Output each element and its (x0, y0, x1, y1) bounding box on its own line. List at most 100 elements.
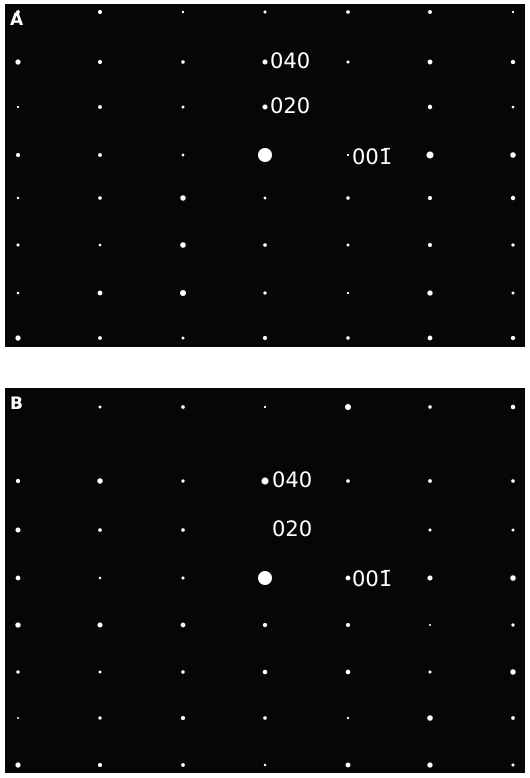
panel-label: B (10, 394, 23, 414)
spot (98, 716, 101, 719)
spot (346, 763, 351, 768)
spot (512, 11, 514, 13)
spot-index: 040 (270, 49, 310, 73)
spot (97, 478, 102, 483)
spot (258, 571, 272, 585)
spot (263, 623, 267, 627)
spot (17, 292, 20, 295)
spot (98, 528, 102, 532)
spot (263, 716, 267, 720)
spot (181, 479, 184, 482)
spot (180, 195, 185, 200)
panel-a (5, 4, 525, 347)
spot (262, 478, 269, 485)
spot (98, 336, 102, 340)
spot-index: 020 (272, 517, 312, 541)
spot (427, 715, 433, 721)
spot-index: 040 (272, 468, 312, 492)
spot (512, 106, 515, 109)
spot (182, 11, 184, 13)
spot (264, 764, 266, 766)
spot (263, 336, 267, 340)
spot (264, 406, 266, 408)
spot-index: 001̄ (352, 567, 392, 591)
spot (264, 197, 267, 200)
spot (182, 577, 185, 580)
spot (98, 153, 102, 157)
spot (17, 197, 19, 199)
spot (99, 577, 101, 579)
spot (511, 623, 514, 626)
spot (16, 576, 21, 581)
spot (347, 244, 350, 247)
spot (345, 404, 351, 410)
spot (347, 154, 349, 156)
spot-index: 020 (270, 94, 310, 118)
spot (17, 717, 19, 719)
spot (510, 575, 515, 580)
spot (346, 196, 350, 200)
spot (99, 406, 102, 409)
spot (263, 243, 267, 247)
spot (510, 152, 515, 157)
spot (427, 290, 432, 295)
spot (258, 148, 272, 162)
spot (346, 60, 349, 63)
spot (428, 336, 433, 341)
spot (99, 244, 102, 247)
spot (428, 60, 433, 65)
spot (427, 762, 432, 767)
spot (182, 337, 185, 340)
panel-label: A (10, 10, 24, 30)
spot (511, 479, 515, 483)
spot (346, 479, 350, 483)
spot (263, 60, 268, 65)
figure: A 040 020 001̄ B 040 020 001̄ (0, 0, 530, 778)
spot (511, 60, 515, 64)
spot (512, 529, 515, 532)
spot (428, 405, 431, 408)
spot (182, 106, 185, 109)
spot (428, 105, 432, 109)
spot (346, 623, 350, 627)
spot (182, 154, 185, 157)
spot (15, 59, 20, 64)
spot (511, 405, 515, 409)
spot (428, 479, 432, 483)
spot (16, 670, 19, 673)
spot (99, 671, 102, 674)
spot (429, 671, 432, 674)
spot (263, 670, 267, 674)
spot (511, 243, 514, 246)
spot (16, 243, 19, 246)
spot (98, 60, 102, 64)
spot (263, 291, 266, 294)
spot (98, 105, 102, 109)
spot (428, 10, 432, 14)
spot (428, 196, 432, 200)
spot (511, 716, 515, 720)
spot (98, 196, 102, 200)
spot (16, 153, 20, 157)
spot (16, 479, 20, 483)
spot (511, 196, 515, 200)
spot (17, 106, 19, 108)
spot (346, 576, 351, 581)
spot (428, 243, 432, 247)
spot (181, 716, 185, 720)
spot (429, 624, 431, 626)
spot (180, 242, 186, 248)
spot (98, 291, 103, 296)
spot (346, 336, 349, 339)
spot (427, 575, 432, 580)
spot (98, 763, 102, 767)
spot (181, 763, 185, 767)
spot (97, 622, 102, 627)
spot (181, 528, 185, 532)
spot (427, 152, 434, 159)
spot (180, 290, 186, 296)
spot (429, 529, 432, 532)
spot (346, 670, 351, 675)
spot (15, 762, 20, 767)
spot (512, 764, 515, 767)
